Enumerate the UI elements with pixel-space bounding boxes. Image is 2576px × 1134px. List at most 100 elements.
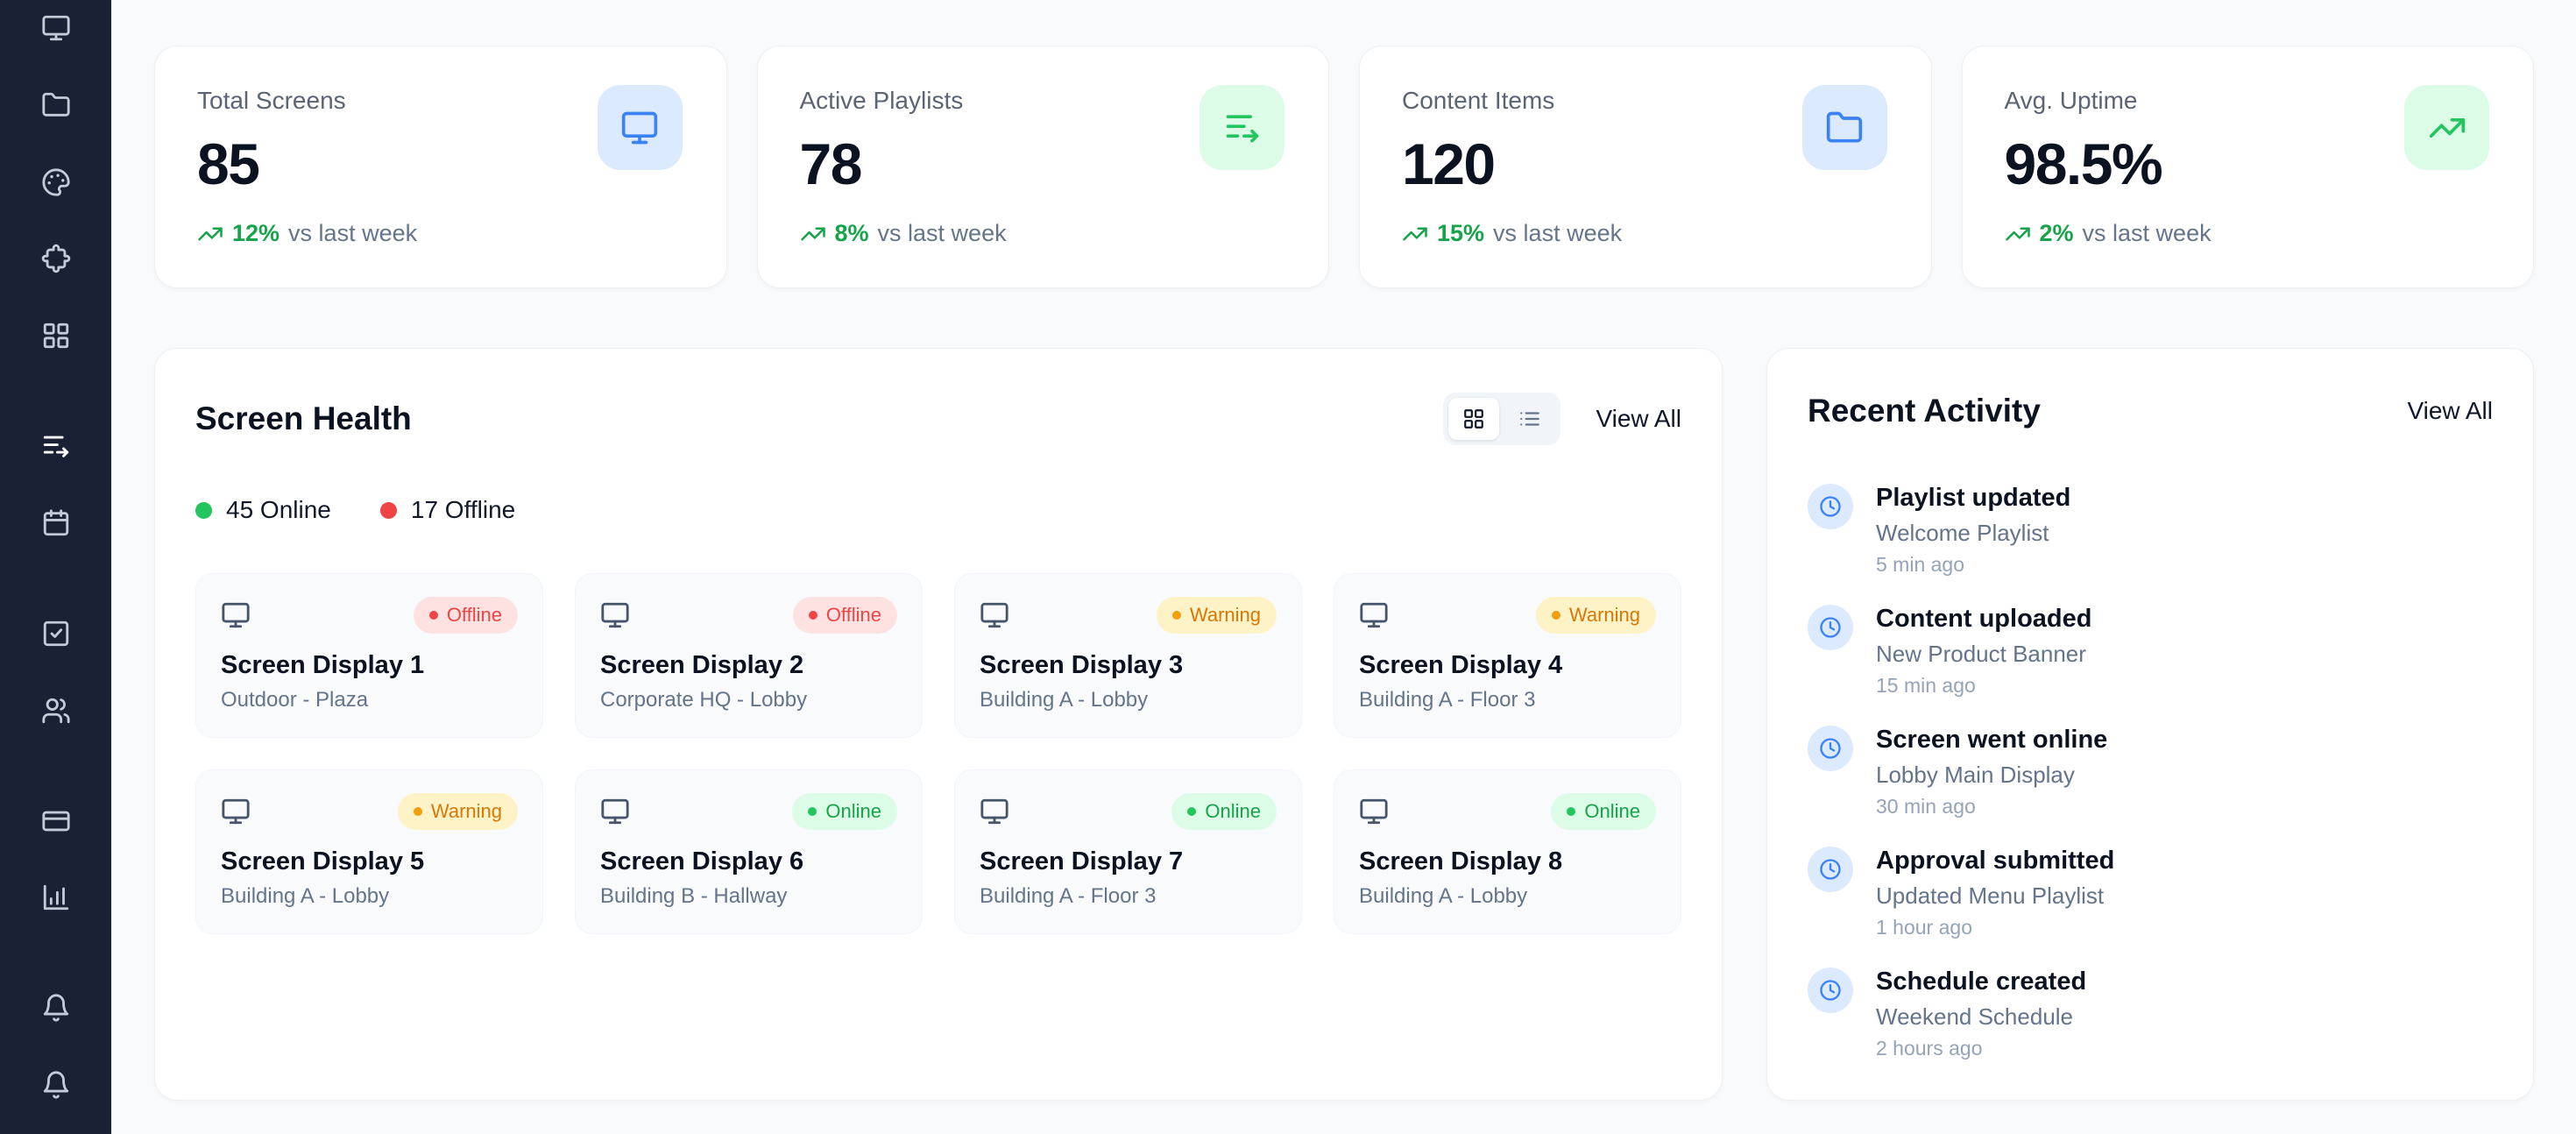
clock-icon [1808,605,1853,650]
sidebar-item-schedule[interactable] [25,495,88,551]
tile-top: Online [600,793,897,830]
recent-activity-panel: Recent Activity View All Playlist update… [1766,348,2534,1101]
monitor-icon [980,797,1009,826]
monitor-icon [41,13,71,43]
status-dot [428,611,438,620]
sidebar-item-integrations[interactable] [25,231,88,287]
screen-health-header: Screen Health View All [195,393,1681,445]
sidebar-item-dashboard[interactable] [25,308,88,364]
screen-tile[interactable]: Offline Screen Display 1 Outdoor - Plaza [195,573,543,738]
activity-time: 30 min ago [1876,795,1976,818]
status-legend: 45 Online 17 Offline [195,496,1681,524]
tile-top: Warning [980,597,1277,634]
stat-value: 85 [197,131,260,196]
puzzle-icon [41,244,71,273]
view-all-button[interactable]: View All [1596,405,1681,432]
activity-body: Playlist updated Welcome Playlist 5 min … [1876,484,2070,577]
screen-tile[interactable]: Online Screen Display 6 Building B - Hal… [575,769,923,934]
sidebar-item-analytics[interactable] [25,869,88,925]
activity-list: Playlist updated Welcome Playlist 5 min … [1808,484,2493,1060]
online-legend: 45 Online [195,496,331,524]
activity-body: Schedule created Weekend Schedule 2 hour… [1876,967,2086,1060]
list-icon [1518,408,1541,430]
stat-trend: 15% vs last week [1402,220,1889,247]
activity-body: Screen went online Lobby Main Display 30… [1876,726,2107,819]
activity-title: Playlist updated [1876,484,2071,512]
content-row: Screen Health View All 45 Online [154,348,2534,1101]
folder-icon [1801,85,1887,170]
sidebar-item-alerts[interactable] [25,1057,88,1113]
screen-tile[interactable]: Online Screen Display 8 Building A - Lob… [1334,769,1681,934]
screen-location: Building A - Lobby [1359,884,1528,908]
sidebar-item-users[interactable] [25,683,88,739]
stat-card-avg-uptime: Avg. Uptime 98.5% 2% vs last week [1961,46,2534,288]
status-label: Warning [430,800,502,822]
trend-suffix: vs last week [1493,220,1623,246]
screen-name: Screen Display 8 [1359,847,1563,875]
clock-icon [1808,847,1853,892]
activity-time: 15 min ago [1876,674,1976,697]
status-dot [808,807,817,816]
sidebar-item-media[interactable] [25,77,88,133]
screen-tile[interactable]: Warning Screen Display 5 Building A - Lo… [195,769,543,934]
stat-card-active-playlists: Active Playlists 78 8% vs last week [756,46,1329,288]
activity-subtitle: Lobby Main Display [1876,762,2075,788]
sidebar [0,0,111,1134]
activity-time: 5 min ago [1876,553,1965,576]
status-dot [808,611,817,620]
status-badge: Warning [1535,597,1656,634]
status-dot [413,807,422,816]
status-dot [1187,807,1197,816]
stat-value: 120 [1402,131,1496,196]
status-label: Offline [825,604,881,626]
sidebar-item-approvals[interactable] [25,606,88,662]
stat-trend: 2% vs last week [2005,220,2492,247]
screen-name: Screen Display 4 [1359,651,1563,679]
activity-title: Screen went online [1876,726,2108,754]
trend-percent: 2% [2039,220,2074,246]
offline-count: 17 Offline [410,496,516,523]
grid-view-button[interactable] [1448,398,1500,440]
screen-tile[interactable]: Warning Screen Display 3 Building A - Lo… [954,573,1302,738]
sidebar-item-billing[interactable] [25,793,88,849]
sidebar-item-playlists[interactable] [25,418,88,474]
bell-icon [41,1070,71,1100]
screen-tile[interactable]: Warning Screen Display 4 Building A - Fl… [1334,573,1681,738]
screen-tile[interactable]: Online Screen Display 7 Building A - Flo… [954,769,1302,934]
status-dot [1551,611,1560,620]
activity-body: Approval submitted Updated Menu Playlist… [1876,847,2114,939]
status-badge: Warning [397,793,518,830]
activity-item: Screen went online Lobby Main Display 30… [1808,726,2493,819]
activity-subtitle: Weekend Schedule [1876,1003,2074,1030]
view-all-button[interactable]: View All [2407,397,2493,424]
status-label: Online [825,800,881,822]
sidebar-item-screens[interactable] [25,0,88,56]
status-badge: Online [1551,793,1656,830]
screen-name: Screen Display 3 [980,651,1184,679]
status-dot [1567,807,1576,816]
list-view-button[interactable] [1504,398,1555,440]
stats-row: Total Screens 85 12% vs last week Active… [154,46,2534,288]
activity-title: Content uploaded [1876,605,2092,633]
stat-value: 78 [799,131,863,196]
screen-tile[interactable]: Offline Screen Display 2 Corporate HQ - … [575,573,923,738]
screen-name: Screen Display 7 [980,847,1184,875]
status-badge: Offline [413,597,518,634]
tile-top: Warning [1359,597,1656,634]
trending-up-icon [2005,221,2031,247]
status-badge: Warning [1156,597,1277,634]
offline-legend: 17 Offline [379,496,516,524]
clock-icon [1808,967,1853,1013]
monitor-icon [600,600,630,630]
sidebar-item-design[interactable] [25,154,88,210]
sidebar-item-notifications[interactable] [25,980,88,1036]
status-label: Online [1584,800,1640,822]
tile-top: Online [1359,793,1656,830]
tile-top: Warning [221,793,518,830]
folder-icon [41,90,71,120]
activity-item: Approval submitted Updated Menu Playlist… [1808,847,2493,939]
online-dot [195,501,212,519]
stat-card-total-screens: Total Screens 85 12% vs last week [154,46,727,288]
trend-percent: 8% [834,220,869,246]
